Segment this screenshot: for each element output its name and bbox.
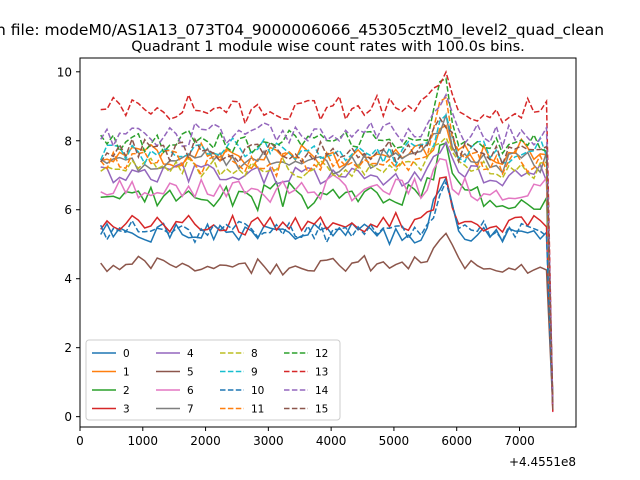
legend-label-10: 10 xyxy=(251,385,264,397)
series-line-8 xyxy=(100,136,554,411)
legend-label-4: 4 xyxy=(187,348,194,360)
x-tick-label: 6000 xyxy=(441,434,472,448)
legend-label-3: 3 xyxy=(123,404,130,416)
series-line-6 xyxy=(100,157,554,413)
legend-label-1: 1 xyxy=(123,367,130,379)
x-axis-offset-label: +4.4551e8 xyxy=(509,455,576,469)
series-line-13 xyxy=(100,70,554,412)
legend-label-8: 8 xyxy=(251,348,258,360)
axes-frame xyxy=(79,57,577,428)
series-line-15 xyxy=(100,116,554,410)
legend-label-5: 5 xyxy=(187,367,194,379)
x-tick-label: 3000 xyxy=(253,434,284,448)
y-tick-label: 6 xyxy=(64,203,72,217)
legend-label-2: 2 xyxy=(123,385,130,397)
legend-label-11: 11 xyxy=(251,404,264,416)
legend-label-13: 13 xyxy=(315,367,328,379)
series-line-0 xyxy=(100,175,554,405)
legend-label-7: 7 xyxy=(187,404,194,416)
chart-title: Quadrant 1 module wise count rates with … xyxy=(131,39,525,55)
x-axis: 0 1000 2000 3000 4000 5000 6000 7000 xyxy=(76,427,535,448)
legend-label-15: 15 xyxy=(315,404,328,416)
x-tick-label: 7000 xyxy=(504,434,535,448)
x-tick-label: 1000 xyxy=(128,434,159,448)
y-tick-label: 10 xyxy=(57,65,72,79)
figure-suptitle: n file: modeM0/AS1A13_073T04_9000006066_… xyxy=(0,21,604,40)
series-line-14 xyxy=(100,92,554,404)
x-tick-label: 0 xyxy=(76,434,84,448)
x-tick-label: 5000 xyxy=(379,434,410,448)
y-axis: 0 2 4 6 8 10 xyxy=(57,65,80,424)
x-tick-label: 4000 xyxy=(316,434,347,448)
legend-frame xyxy=(85,339,341,421)
series-line-11 xyxy=(100,96,554,401)
legend-label-6: 6 xyxy=(187,385,194,397)
legend-label-9: 9 xyxy=(251,367,258,379)
y-tick-label: 2 xyxy=(64,341,72,355)
x-tick-label: 2000 xyxy=(190,434,221,448)
series-line-2 xyxy=(100,141,554,403)
y-tick-label: 8 xyxy=(64,134,72,148)
legend-label-0: 0 xyxy=(123,348,130,360)
series-group xyxy=(100,70,554,413)
legend-label-14: 14 xyxy=(315,385,329,397)
legend-label-12: 12 xyxy=(315,348,328,360)
series-line-3 xyxy=(100,176,554,409)
y-tick-label: 0 xyxy=(64,410,72,424)
series-line-5 xyxy=(100,232,554,407)
series-line-10 xyxy=(100,179,554,409)
y-tick-label: 4 xyxy=(64,272,72,286)
